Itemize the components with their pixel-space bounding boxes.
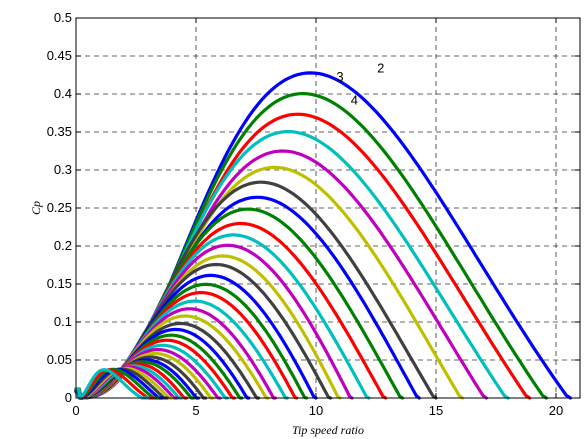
x-tick-label: 5 [192, 403, 199, 418]
y-tick-label: 0.25 [47, 200, 72, 215]
y-tick-label: 0 [65, 390, 72, 405]
cp-curve [74, 368, 150, 400]
y-tick-label: 0.1 [54, 314, 72, 329]
curve-label: 2 [377, 61, 384, 76]
y-tick-label: 0.5 [54, 10, 72, 25]
x-tick-label: 10 [309, 403, 323, 418]
y-tick-label: 0.15 [47, 276, 72, 291]
y-tick-label: 0.4 [54, 86, 72, 101]
y-axis-title: Cp [29, 201, 43, 215]
curve-annotations: 2 34 [336, 61, 384, 108]
curve-label: 4 [351, 93, 358, 108]
y-tick-label: 0.2 [54, 238, 72, 253]
tick-labels: 0 5 10 15 20 0 0.05 0.1 0.15 0.2 0.25 0.3 0.35 0.4 0.4… [47, 10, 564, 418]
y-tick-label: 0.3 [54, 162, 72, 177]
x-tick-label: 0 [72, 403, 79, 418]
y-tick-label: 0.35 [47, 124, 72, 139]
curve-label: 3 [336, 69, 343, 84]
y-tick-label: 0.05 [47, 352, 72, 367]
x-tick-label: 20 [549, 403, 563, 418]
x-tick-label: 15 [429, 403, 443, 418]
cp-curve [74, 368, 155, 400]
x-axis-title: Tip speed ratio [292, 423, 364, 437]
y-tick-label: 0.45 [47, 48, 72, 63]
axis-ticks [75, 17, 580, 399]
curves [74, 71, 573, 400]
